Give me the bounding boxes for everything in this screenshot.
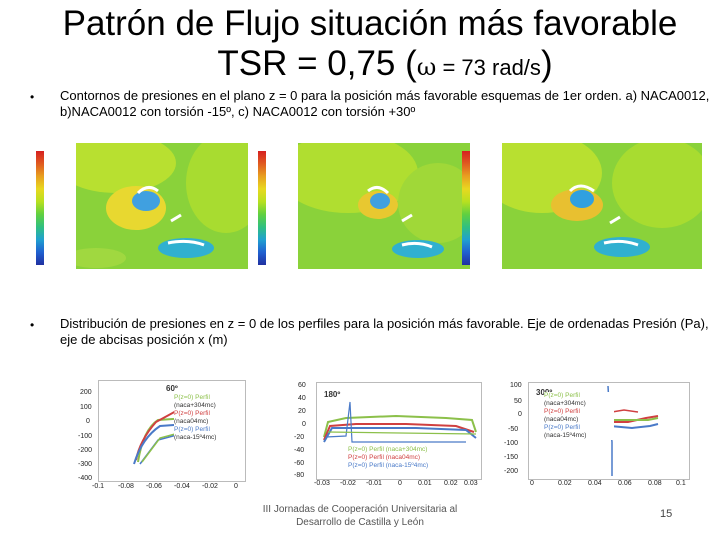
x-tick: 0.01 — [418, 480, 432, 487]
x-tick: 0 — [530, 480, 534, 487]
bullet-mark-1: • — [30, 90, 35, 104]
x-tick: -0.08 — [118, 483, 134, 490]
bullet-mark-2: • — [30, 318, 35, 332]
legend-entry: (naca+304mc) — [174, 402, 216, 409]
pressure-plot-180: 180º 60 40 20 0 -20 -40 -60 -80 -0.03 -0… — [292, 380, 482, 492]
legend-entry: P(z=0) Perfil (naca-15º4mc) — [348, 462, 429, 469]
y-tick: -50 — [508, 426, 519, 433]
pressure-field — [502, 143, 702, 269]
x-tick: 0.02 — [444, 480, 458, 487]
legend-entry: P(z=0) Perfil — [174, 426, 210, 433]
y-tick: 0 — [518, 411, 522, 418]
y-tick: -80 — [294, 472, 305, 479]
x-tick: -0.02 — [202, 483, 218, 490]
x-tick: -0.01 — [366, 480, 382, 487]
legend-entry: (naca-15º4mc) — [174, 434, 217, 441]
legend-entry: P(z=0) Perfil (naca04mc) — [348, 454, 421, 461]
slide-title: Patrón de Flujo situación más favorable … — [30, 4, 710, 88]
pressure-plot-60: 60º 200 100 0 -100 -200 -300 -400 -0.1 -… — [70, 380, 246, 492]
x-tick: -0.03 — [314, 480, 330, 487]
slide-footer: III Jornadas de Cooperación Universitari… — [240, 503, 480, 529]
bullet-text-1: Contornos de presiones en el plano z = 0… — [60, 88, 710, 119]
y-tick: -400 — [78, 475, 93, 482]
legend-entry: P(z=0) Perfil — [544, 408, 580, 415]
plot-label: 60º — [166, 384, 178, 393]
y-tick: -100 — [504, 440, 519, 447]
y-tick: 0 — [86, 418, 90, 425]
y-tick: 100 — [80, 404, 92, 411]
legend-entry: P(z=0) Perfil (naca+304mc) — [348, 446, 428, 453]
legend-entry: P(z=0) Perfil — [174, 394, 210, 401]
contour-legend — [258, 147, 296, 269]
bullet-text-2: Distribución de presiones en z = 0 de lo… — [60, 316, 709, 347]
y-tick: 20 — [298, 408, 306, 415]
y-tick: 0 — [302, 421, 306, 428]
x-tick: -0.02 — [340, 480, 356, 487]
y-tick: -200 — [78, 447, 93, 454]
title-line-1: Patrón de Flujo situación más favorable — [62, 4, 678, 43]
x-tick: 0.04 — [588, 480, 602, 487]
x-tick: 0.03 — [464, 480, 478, 487]
title-line-2: TSR = 0,75 (ω = 73 rad/s) — [60, 44, 710, 88]
y-tick: -300 — [78, 461, 93, 468]
omega-symbol: ω — [416, 53, 437, 81]
x-tick: -0.1 — [92, 483, 105, 490]
pressure-plot-300: 300º 100 50 0 -50 -100 -150 -200 0 0.02 … — [502, 380, 696, 492]
pressure-field — [298, 143, 470, 269]
contour-image-c — [462, 143, 702, 273]
y-tick: -20 — [294, 434, 305, 441]
legend-entry: P(z=0) Perfil — [544, 424, 580, 431]
contour-legend — [462, 147, 500, 269]
contour-image-b — [258, 143, 470, 273]
x-tick: -0.04 — [174, 483, 190, 490]
y-tick: -60 — [294, 460, 305, 467]
title-suffix: ) — [540, 44, 553, 83]
x-tick: 0.1 — [676, 480, 686, 487]
y-tick: 200 — [80, 389, 92, 396]
legend-entry: (naca-15º4mc) — [544, 432, 587, 439]
plot-label: 180º — [324, 390, 341, 399]
x-tick: 0.06 — [618, 480, 632, 487]
footer-line-1: III Jornadas de Cooperación Universitari… — [262, 504, 458, 515]
legend-entry: (naca04mc) — [544, 416, 579, 423]
y-tick: -40 — [294, 447, 305, 454]
x-tick: 0 — [398, 480, 402, 487]
y-tick: -100 — [78, 433, 93, 440]
y-tick: 100 — [510, 382, 522, 389]
pressure-field — [76, 143, 248, 269]
x-tick: 0.02 — [558, 480, 572, 487]
plot-legend: P(z=0) Perfil (naca+304mc) P(z=0) Perfil… — [348, 446, 458, 470]
y-tick: 40 — [298, 395, 306, 402]
x-tick: -0.06 — [146, 483, 162, 490]
x-tick: 0.08 — [648, 480, 662, 487]
contour-image-a — [36, 143, 248, 273]
plot-legend: P(z=0) Perfil (naca+304mc) P(z=0) Perfil… — [174, 394, 242, 442]
title-value: = 73 rad/s — [436, 55, 541, 80]
footer-line-2: Desarrollo de Castilla y León — [296, 517, 424, 528]
plot-curves — [323, 401, 477, 443]
y-tick: 50 — [514, 398, 522, 405]
y-tick: -200 — [504, 468, 519, 475]
legend-entry: (naca+304mc) — [544, 400, 586, 407]
plot-legend: P(z=0) Perfil (naca+304mc) P(z=0) Perfil… — [544, 392, 614, 440]
legend-entry: P(z=0) Perfil — [174, 410, 210, 417]
title-prefix: TSR = 0,75 ( — [217, 44, 417, 83]
x-tick: 0 — [234, 483, 238, 490]
y-tick: -150 — [504, 454, 519, 461]
contour-legend — [36, 147, 74, 269]
page-number: 15 — [660, 508, 673, 520]
legend-entry: (naca04mc) — [174, 418, 209, 425]
legend-entry: P(z=0) Perfil — [544, 392, 580, 399]
y-tick: 60 — [298, 382, 306, 389]
